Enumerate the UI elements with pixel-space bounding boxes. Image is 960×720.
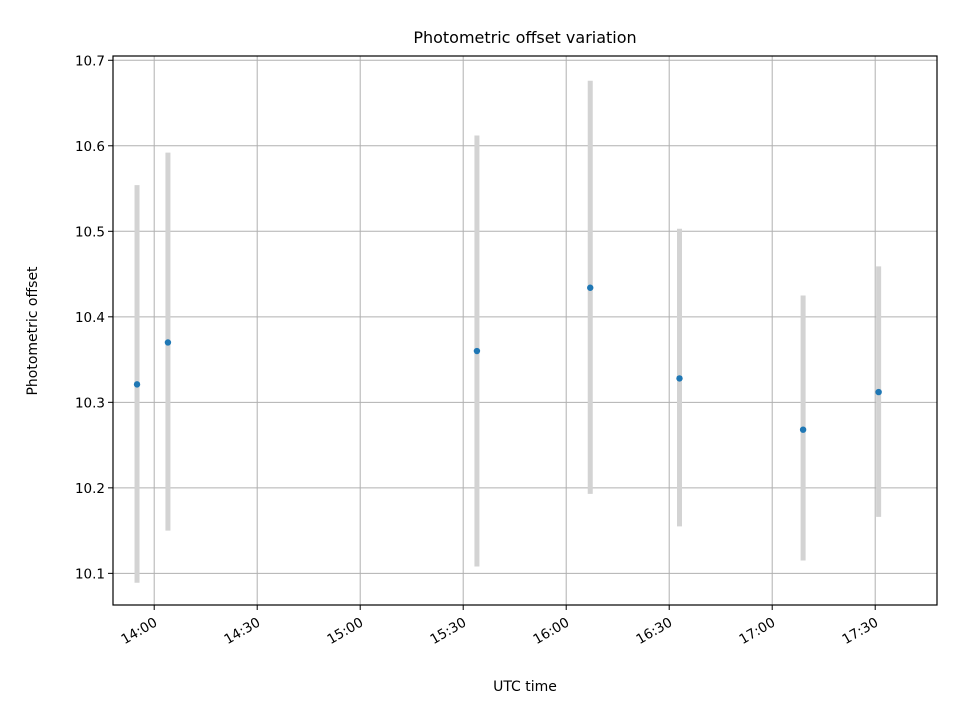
data-point <box>875 388 882 396</box>
data-point <box>799 426 807 433</box>
y-tick-label: 10.2 <box>75 481 105 497</box>
y-tick-label: 10.5 <box>75 224 105 240</box>
x-axis-label: UTC time <box>493 679 557 695</box>
y-tick-label: 10.4 <box>75 310 105 326</box>
y-axis-label: Photometric offset <box>25 266 41 396</box>
grid <box>113 56 937 605</box>
y-tick-label: 10.7 <box>75 53 105 69</box>
y-tick-label: 10.3 <box>75 395 105 411</box>
data-point <box>587 284 594 291</box>
y-tick-label: 10.1 <box>75 566 105 582</box>
data-point <box>676 375 683 382</box>
chart-title: Photometric offset variation <box>413 28 636 47</box>
y-axis-ticks: 10.1 10.2 10.3 10.4 10.5 10.6 10.7 <box>75 53 113 582</box>
data-point <box>133 381 141 388</box>
y-tick-label: 10.6 <box>75 139 105 155</box>
data-point <box>164 339 172 346</box>
data-point <box>473 347 481 355</box>
plot-frame <box>112 55 938 606</box>
data-points <box>133 284 882 433</box>
